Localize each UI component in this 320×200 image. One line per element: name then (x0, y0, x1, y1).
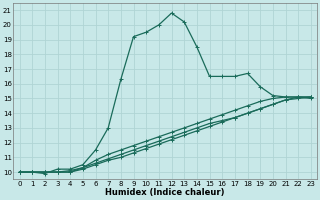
X-axis label: Humidex (Indice chaleur): Humidex (Indice chaleur) (106, 188, 225, 197)
